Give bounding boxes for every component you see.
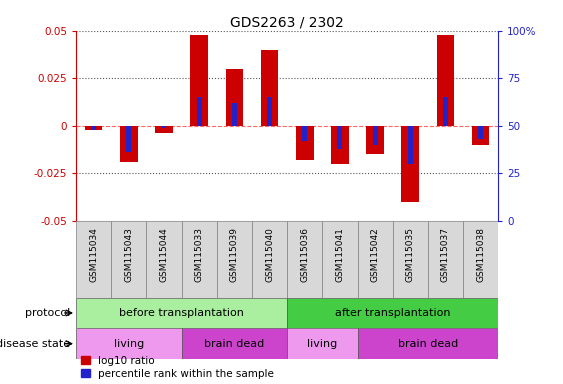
Text: GSM115033: GSM115033: [195, 227, 204, 282]
Bar: [337, 126, 342, 149]
Text: GSM115038: GSM115038: [476, 227, 485, 282]
Text: GSM115044: GSM115044: [159, 227, 168, 282]
Text: GSM115043: GSM115043: [124, 227, 133, 282]
Text: before transplantation: before transplantation: [119, 308, 244, 318]
Bar: [472, 126, 489, 145]
Text: GSM115036: GSM115036: [300, 227, 309, 282]
Bar: [478, 126, 483, 139]
Bar: [91, 126, 96, 129]
FancyBboxPatch shape: [322, 221, 358, 298]
FancyBboxPatch shape: [287, 221, 322, 298]
Text: GSM115035: GSM115035: [406, 227, 415, 282]
FancyBboxPatch shape: [252, 221, 287, 298]
Bar: [267, 97, 272, 126]
Text: disease state: disease state: [0, 339, 70, 349]
FancyBboxPatch shape: [287, 328, 358, 359]
FancyBboxPatch shape: [428, 221, 463, 298]
Text: brain dead: brain dead: [204, 339, 265, 349]
Text: brain dead: brain dead: [397, 339, 458, 349]
FancyBboxPatch shape: [181, 328, 287, 359]
FancyBboxPatch shape: [76, 298, 287, 328]
FancyBboxPatch shape: [358, 328, 498, 359]
Legend: log10 ratio, percentile rank within the sample: log10 ratio, percentile rank within the …: [81, 356, 274, 379]
Bar: [232, 103, 237, 126]
Bar: [196, 97, 202, 126]
Bar: [261, 50, 278, 126]
Bar: [331, 126, 348, 164]
Bar: [190, 35, 208, 126]
FancyBboxPatch shape: [146, 221, 181, 298]
Bar: [401, 126, 419, 202]
Bar: [226, 69, 243, 126]
Bar: [302, 126, 307, 141]
Text: after transplantation: after transplantation: [335, 308, 450, 318]
FancyBboxPatch shape: [358, 221, 393, 298]
FancyBboxPatch shape: [217, 221, 252, 298]
Text: GSM115039: GSM115039: [230, 227, 239, 282]
Bar: [126, 126, 131, 152]
Title: GDS2263 / 2302: GDS2263 / 2302: [230, 16, 344, 30]
FancyBboxPatch shape: [463, 221, 498, 298]
Bar: [162, 126, 167, 127]
Text: protocol: protocol: [25, 308, 70, 318]
Bar: [296, 126, 314, 160]
Text: GSM115042: GSM115042: [370, 227, 379, 282]
Text: GSM115040: GSM115040: [265, 227, 274, 282]
FancyBboxPatch shape: [393, 221, 428, 298]
Text: GSM115041: GSM115041: [336, 227, 345, 282]
FancyBboxPatch shape: [287, 298, 498, 328]
FancyBboxPatch shape: [111, 221, 146, 298]
Bar: [85, 126, 102, 129]
Bar: [120, 126, 137, 162]
Text: living: living: [307, 339, 337, 349]
Bar: [437, 35, 454, 126]
Bar: [155, 126, 173, 133]
FancyBboxPatch shape: [76, 328, 181, 359]
Bar: [367, 126, 384, 154]
FancyBboxPatch shape: [181, 221, 217, 298]
Text: GSM115034: GSM115034: [89, 227, 98, 282]
FancyBboxPatch shape: [76, 221, 111, 298]
Bar: [373, 126, 378, 145]
Bar: [443, 97, 448, 126]
Text: GSM115037: GSM115037: [441, 227, 450, 282]
Bar: [408, 126, 413, 164]
Text: living: living: [114, 339, 144, 349]
